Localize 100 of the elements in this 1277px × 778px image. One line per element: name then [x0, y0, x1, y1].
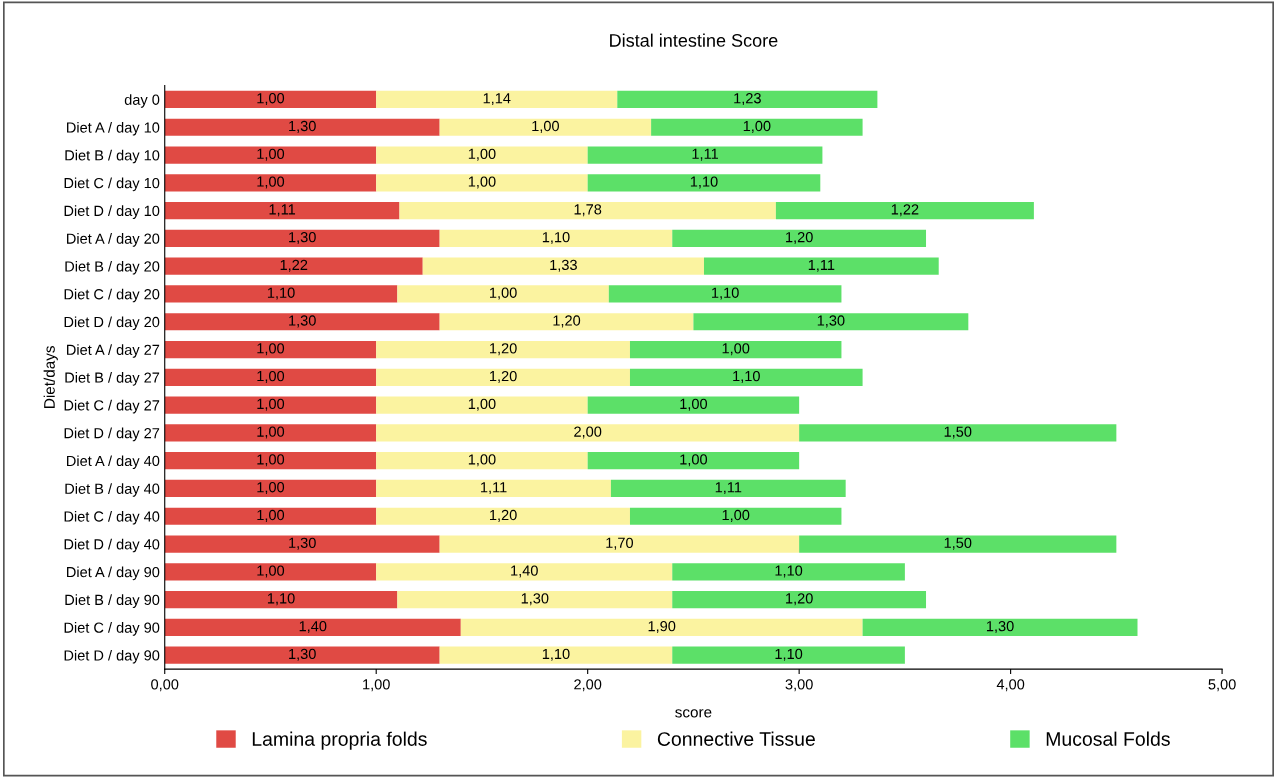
bar	[672, 563, 905, 581]
bar	[672, 591, 927, 609]
data-label: 1,00	[257, 398, 285, 411]
data-label: 1,20	[553, 315, 581, 328]
bar	[164, 396, 377, 414]
data-label: 1,10	[733, 370, 760, 383]
bar	[164, 202, 400, 220]
bar	[164, 479, 377, 498]
x-axis-title: score	[675, 709, 712, 718]
data-label: 1,10	[775, 565, 803, 578]
bar	[164, 618, 461, 637]
y-tick-label: Diet D / day 20	[64, 316, 160, 331]
bar	[439, 229, 673, 248]
y-tick-label: Diet D / day 27	[64, 427, 160, 442]
bar	[693, 313, 969, 331]
bar	[376, 479, 611, 498]
bar	[422, 257, 704, 275]
bar	[376, 340, 630, 359]
data-label: 1,11	[481, 482, 507, 495]
data-label: 1,00	[257, 370, 285, 383]
y-tick-label: Diet A / day 20	[67, 233, 160, 247]
bar	[164, 285, 398, 303]
bar	[164, 646, 440, 664]
data-label: 1,10	[542, 648, 570, 661]
data-label: 1,00	[257, 565, 285, 578]
y-tick-label: Diet A / day 90	[67, 566, 160, 581]
data-label: 1,00	[680, 454, 708, 467]
data-label: 1,70	[606, 537, 634, 550]
data-label: 1,30	[289, 120, 316, 133]
bar	[164, 340, 377, 359]
y-tick-label: Diet C / day 10	[64, 177, 160, 192]
data-label: 1,00	[257, 148, 285, 161]
data-label: 1,30	[986, 620, 1014, 634]
x-tick-label: 4,00	[996, 679, 1025, 692]
data-label: 1,00	[722, 509, 750, 522]
bar	[587, 396, 800, 414]
y-tick-label: Diet D / day 40	[64, 538, 160, 553]
bar	[610, 479, 846, 498]
data-label: 1,11	[715, 482, 742, 495]
data-label: 1,90	[648, 620, 676, 634]
bar	[862, 618, 1138, 637]
y-tick-label: Diet B / day 10	[65, 149, 160, 164]
x-tick-label: 5,00	[1208, 679, 1236, 692]
bar	[587, 452, 800, 470]
data-label: 1,30	[289, 537, 316, 550]
bar	[397, 591, 673, 609]
data-label: 1,00	[468, 454, 496, 467]
data-label: 1,10	[267, 287, 295, 300]
data-label: 1,00	[257, 343, 285, 356]
y-tick-label: day 0	[124, 94, 160, 108]
data-label: 1,00	[468, 176, 496, 189]
data-label: 1,00	[468, 398, 496, 411]
data-label: 1,10	[690, 176, 718, 189]
data-label: 1,20	[490, 343, 517, 356]
bar	[376, 563, 673, 581]
bar	[439, 646, 673, 664]
bar	[617, 90, 878, 109]
bar	[376, 368, 630, 386]
data-label: 1,10	[542, 231, 570, 245]
data-label: 1,30	[289, 315, 316, 328]
bar	[376, 146, 588, 164]
data-label: 1,00	[532, 120, 559, 133]
y-tick-label: Diet B / day 27	[65, 372, 160, 386]
data-label: 1,30	[289, 231, 316, 245]
data-label: 1,22	[891, 204, 919, 217]
bar	[376, 424, 800, 442]
data-label: 1,22	[280, 259, 308, 272]
data-label: 1,00	[257, 93, 285, 106]
data-label: 1,00	[257, 482, 285, 495]
y-axis-title: Diet/days	[43, 346, 58, 408]
data-label: 1,20	[786, 593, 813, 606]
y-tick-label: Diet B / day 40	[65, 483, 160, 497]
data-label: 1,30	[521, 593, 549, 606]
bar	[164, 313, 440, 331]
chart-title: Distal intestine Score	[610, 33, 778, 47]
data-label: 1,30	[289, 648, 316, 661]
bar	[376, 452, 588, 470]
data-label: 1,00	[680, 398, 708, 411]
bar	[164, 90, 377, 109]
data-label: 1,30	[817, 315, 845, 328]
y-tick-label: Diet A / day 27	[67, 344, 160, 358]
legend-label: Connective Tissue	[657, 731, 815, 746]
bar	[376, 90, 618, 109]
data-label: 1,20	[786, 231, 813, 245]
data-label: 1,00	[468, 148, 496, 161]
data-label: 1,00	[490, 287, 517, 300]
data-label: 1,00	[722, 343, 750, 356]
bar	[775, 202, 1034, 220]
y-tick-label: Diet B / day 20	[65, 260, 160, 275]
x-tick-label: 3,00	[785, 679, 813, 692]
data-label: 1,20	[490, 509, 517, 522]
bar	[164, 424, 377, 442]
bar	[397, 285, 609, 303]
bar	[629, 368, 863, 386]
data-label: 1,40	[511, 565, 538, 578]
data-label: 1,40	[299, 620, 327, 634]
bar	[164, 229, 440, 248]
y-tick-label: Diet C / day 20	[64, 288, 160, 303]
data-label: 1,00	[257, 426, 285, 439]
bar	[376, 507, 630, 525]
